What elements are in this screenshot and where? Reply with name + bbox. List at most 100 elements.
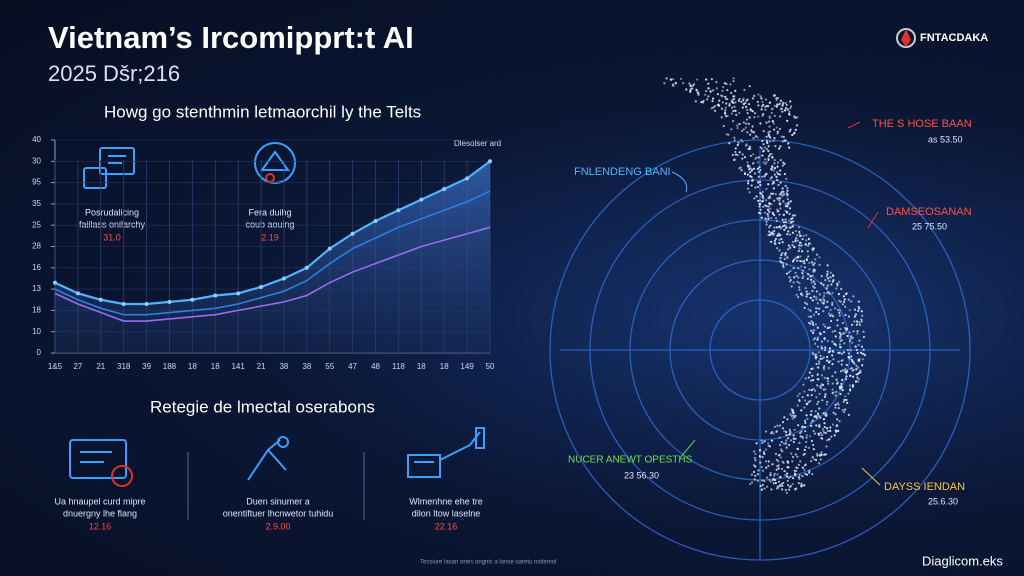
map-dot (796, 404, 799, 407)
map-dot (776, 103, 779, 106)
map-dot (720, 94, 723, 97)
card-value: 22.16 (435, 521, 458, 531)
map-dot (717, 104, 721, 107)
map-dot (831, 423, 835, 426)
map-dot (770, 168, 773, 171)
map-dot (791, 455, 795, 459)
map-dot (798, 286, 801, 289)
point (53, 280, 57, 285)
map-dot (782, 266, 785, 269)
map-dot (792, 220, 795, 223)
map-dot (828, 326, 831, 329)
x-tick-label: 18 (188, 362, 197, 371)
map-dot (820, 451, 823, 454)
map-dot (858, 323, 862, 326)
map-dot (845, 369, 849, 373)
map-dot (767, 145, 770, 148)
radar (549, 139, 971, 561)
map-dot (785, 177, 788, 180)
map-dot (765, 121, 768, 124)
map-dot (810, 389, 813, 392)
map-dot (833, 307, 837, 310)
map-dot (778, 453, 781, 456)
map-dot (725, 82, 728, 86)
map-dot (813, 458, 816, 461)
map-dot (744, 105, 748, 108)
map-dot (854, 345, 857, 348)
map-dot (812, 323, 815, 327)
map-dot (817, 462, 821, 465)
map-dot (757, 161, 760, 164)
map-dot (793, 245, 796, 249)
map-dot (843, 398, 846, 401)
map-dot (786, 108, 789, 111)
map-dot (843, 298, 846, 301)
map-dot (745, 126, 748, 129)
map-dot (750, 129, 753, 132)
map-dot (807, 255, 810, 258)
map-dot (807, 244, 810, 247)
map-dot (695, 88, 698, 91)
map-dot (807, 446, 811, 449)
map-dot (789, 475, 792, 478)
map-dot (831, 303, 834, 307)
map-dot (748, 147, 751, 150)
map-dot (763, 440, 766, 443)
map-dot (756, 167, 759, 170)
map-dot (794, 128, 797, 131)
map-dot (700, 101, 703, 104)
map-dot (812, 429, 815, 433)
map-dot (785, 263, 788, 266)
map-dot (713, 109, 717, 112)
map-dot (759, 461, 762, 464)
map-dot (751, 179, 754, 182)
map-dot (774, 145, 777, 148)
map-dot (808, 388, 811, 392)
map-dot (807, 321, 811, 324)
map-dot (857, 305, 860, 309)
map-dot (783, 416, 786, 419)
map-dot (798, 230, 801, 233)
map-dot (763, 211, 767, 214)
map-dot (764, 158, 767, 161)
map-dot (723, 82, 726, 85)
map-dot (757, 93, 760, 96)
map-dot (831, 388, 834, 391)
map-dot (805, 303, 809, 306)
map-dot (771, 463, 774, 466)
map-dot (826, 340, 830, 343)
map-dot (802, 274, 805, 278)
map-dot (768, 152, 772, 156)
map-dot (721, 101, 724, 104)
map-dot (783, 430, 786, 433)
map-dot (779, 108, 783, 111)
y-tick-label: 25 (32, 220, 41, 229)
map-dot (754, 135, 757, 138)
point (304, 265, 309, 270)
map-dot (781, 110, 784, 113)
x-tick-label: 18 (440, 362, 449, 371)
map-dot (762, 205, 765, 208)
map-dot (777, 96, 780, 100)
map-dot (845, 375, 848, 378)
map-dot (771, 166, 774, 169)
map-dot (778, 436, 781, 439)
map-dot (792, 437, 795, 440)
map-dot (785, 433, 788, 437)
map-dot (858, 321, 861, 324)
map-dot (803, 464, 807, 467)
map-dot (771, 479, 774, 482)
map-dot (773, 162, 776, 165)
map-dot (857, 380, 860, 383)
map-dot (826, 377, 829, 380)
map-dot (769, 192, 773, 195)
map-dot (756, 473, 759, 476)
map-dot (839, 392, 842, 396)
map-dot (748, 145, 751, 148)
map-dot (846, 334, 849, 338)
map-dot (840, 359, 843, 362)
map-dot (741, 140, 744, 143)
map-dot (855, 368, 858, 371)
map-dot (806, 403, 809, 406)
map-dot (809, 435, 812, 438)
